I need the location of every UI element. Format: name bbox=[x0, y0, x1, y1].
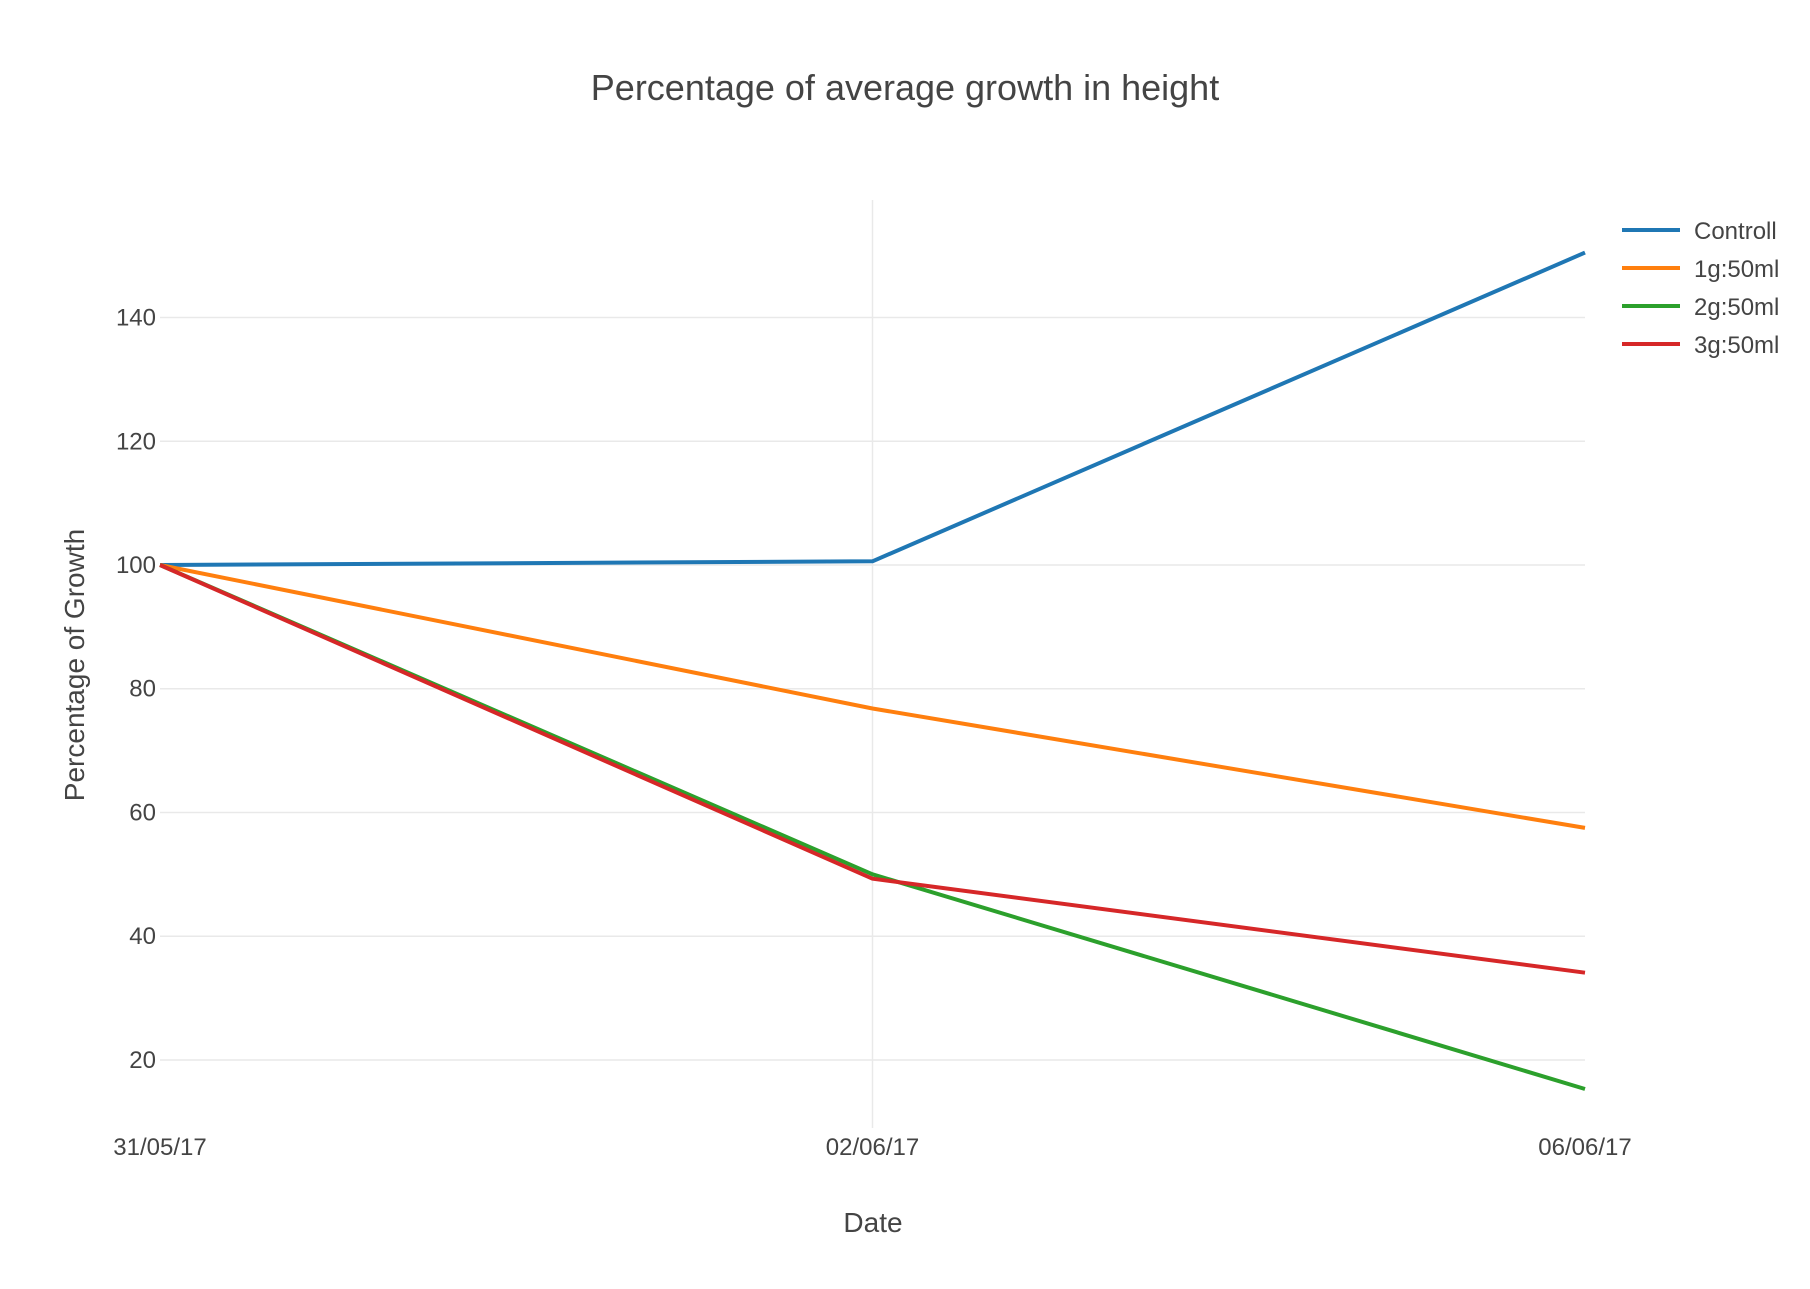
y-tick-label: 120 bbox=[116, 428, 156, 455]
legend: Controll 1g:50ml 2g:50ml 3g:50ml bbox=[1622, 218, 1779, 359]
series-line-0 bbox=[159, 250, 1586, 567]
x-tick-label: 31/05/17 bbox=[113, 1134, 206, 1161]
series-line-1 bbox=[159, 563, 1586, 830]
x-tick-label: 02/06/17 bbox=[826, 1134, 919, 1161]
y-axis-ticks: 20 40 60 80 100 120 140 bbox=[116, 305, 156, 1074]
y-tick-label: 140 bbox=[116, 305, 156, 332]
legend-label: 1g:50ml bbox=[1694, 256, 1779, 283]
legend-label: 2g:50ml bbox=[1694, 294, 1779, 321]
legend-item[interactable]: 3g:50ml bbox=[1622, 332, 1779, 359]
y-tick-label: 20 bbox=[129, 1047, 156, 1074]
y-tick-label: 80 bbox=[129, 676, 156, 703]
legend-item[interactable]: Controll bbox=[1622, 218, 1777, 245]
x-axis-title: Date bbox=[843, 1207, 902, 1238]
series-lines bbox=[159, 250, 1586, 1091]
y-tick-label: 40 bbox=[129, 923, 156, 950]
y-tick-label: 60 bbox=[129, 799, 156, 826]
grid bbox=[160, 200, 1585, 1128]
legend-label: 3g:50ml bbox=[1694, 332, 1779, 359]
y-axis-title: Percentage of Growth bbox=[59, 529, 90, 801]
x-axis-ticks: 31/05/17 02/06/17 06/06/17 bbox=[113, 1134, 1631, 1161]
legend-label: Controll bbox=[1694, 218, 1777, 245]
series-line-3 bbox=[159, 563, 1586, 975]
legend-item[interactable]: 2g:50ml bbox=[1622, 294, 1779, 321]
chart-title: Percentage of average growth in height bbox=[591, 67, 1219, 108]
x-tick-label: 06/06/17 bbox=[1538, 1134, 1631, 1161]
legend-item[interactable]: 1g:50ml bbox=[1622, 256, 1779, 283]
y-tick-label: 100 bbox=[116, 552, 156, 579]
